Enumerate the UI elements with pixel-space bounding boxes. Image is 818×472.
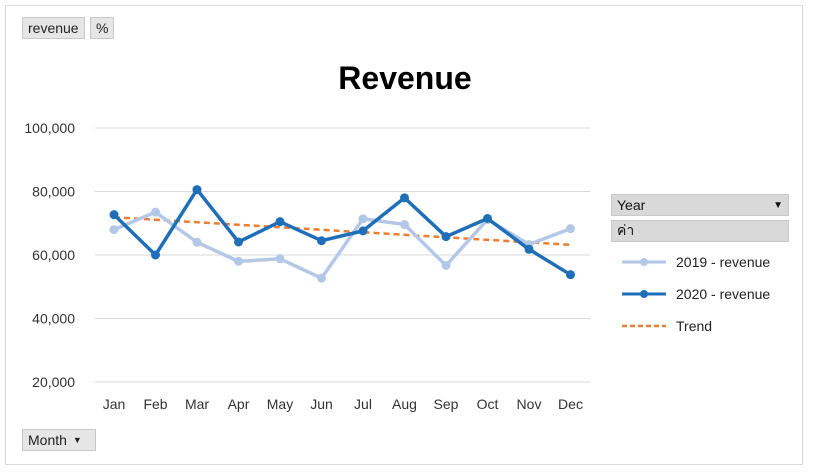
y-tick-label: 40,000 — [32, 311, 75, 327]
legend-label: 2020 - revenue — [676, 286, 771, 302]
x-tick-label: Apr — [228, 396, 250, 412]
data-point — [317, 273, 326, 283]
data-point — [234, 237, 243, 247]
data-point — [400, 220, 409, 230]
x-tick-label: Oct — [477, 396, 499, 412]
x-tick-label: Mar — [185, 396, 209, 412]
x-tick-label: Dec — [558, 396, 583, 412]
data-point — [524, 244, 534, 254]
series-lines — [109, 185, 575, 283]
chart-title: Revenue — [338, 60, 472, 96]
chevron-down-icon: ▼ — [72, 435, 82, 445]
legend-item-2019: 2019 - revenue — [620, 250, 770, 274]
legend-line-icon — [622, 290, 666, 298]
revenue-field-button[interactable]: revenue — [22, 17, 85, 39]
percent-field-button[interactable]: % — [90, 17, 115, 39]
y-tick-label: 80,000 — [32, 184, 75, 200]
values-field-button[interactable]: ค่า — [611, 220, 789, 242]
month-field-button[interactable]: Month ▼ — [22, 429, 96, 451]
legend-item-trend: Trend — [620, 314, 712, 338]
series-line-0 — [113, 210, 572, 280]
data-point — [566, 224, 575, 234]
y-tick-label: 100,000 — [24, 120, 75, 136]
x-tick-label: Nov — [517, 396, 542, 412]
values-field-label: ค่า — [617, 222, 635, 238]
legend-dash-icon — [622, 324, 666, 328]
data-point — [483, 213, 492, 223]
legend-label: Trend — [676, 318, 713, 334]
y-tick-label: 20,000 — [32, 374, 75, 390]
x-tick-label: Aug — [392, 396, 417, 412]
x-tick-label: Jun — [310, 396, 333, 412]
x-tick-label: Jul — [354, 396, 372, 412]
y-tick-labels: 20,000 40,000 60,000 80,000 100,000 — [24, 120, 75, 390]
x-tick-label: Sep — [434, 396, 459, 412]
series-line-1 — [112, 187, 572, 277]
trend-line — [113, 215, 571, 247]
data-point — [358, 226, 368, 236]
data-point — [151, 207, 160, 217]
data-point — [151, 250, 160, 260]
x-tick-label: Jan — [103, 396, 126, 412]
data-point — [441, 260, 451, 270]
gridlines — [95, 127, 590, 383]
chevron-down-icon: ▼ — [773, 199, 783, 211]
data-point — [400, 193, 409, 203]
data-point — [109, 210, 119, 220]
data-point — [317, 236, 326, 246]
legend-label: 2019 - revenue — [676, 254, 771, 270]
year-field-label: Year — [617, 197, 646, 213]
legend-line-icon — [622, 258, 666, 266]
data-point — [275, 254, 285, 264]
x-tick-label: May — [267, 396, 293, 412]
data-point — [234, 256, 243, 266]
data-point — [192, 237, 202, 247]
x-tick-labels: Jan Feb Mar Apr May Jun Jul Aug Sep Oct Nov Dec — [103, 396, 583, 412]
month-field-label: Month — [28, 432, 67, 448]
x-tick-label: Feb — [143, 396, 167, 412]
data-point — [441, 232, 451, 242]
data-point — [566, 270, 575, 280]
data-point — [275, 217, 285, 227]
data-point — [358, 214, 368, 224]
legend-item-2020: 2020 - revenue — [620, 282, 770, 306]
year-field-button[interactable]: Year ▼ — [611, 194, 789, 216]
percent-field-label: % — [96, 20, 109, 36]
y-tick-label: 60,000 — [32, 247, 75, 263]
revenue-field-label: revenue — [28, 20, 79, 36]
data-point — [192, 185, 202, 195]
data-point — [109, 225, 119, 235]
